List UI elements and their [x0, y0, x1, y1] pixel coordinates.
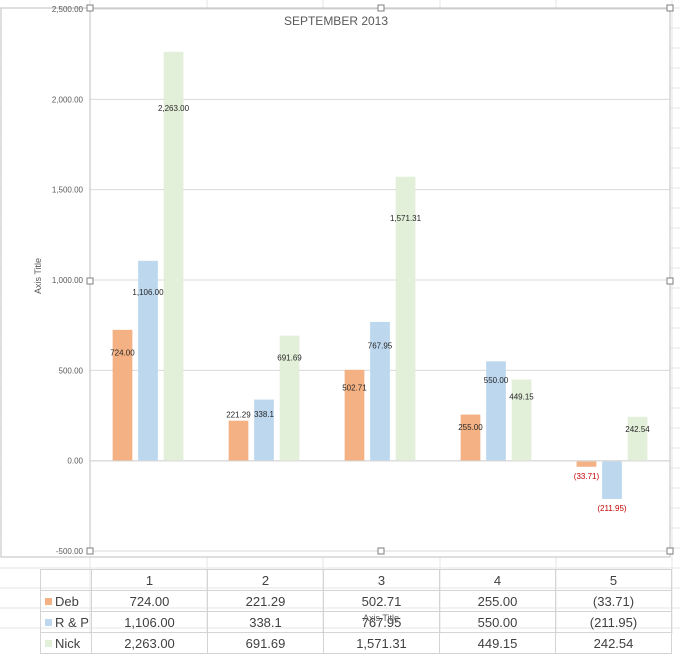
series-label-r-and-p: R & P	[40, 611, 92, 633]
table-cell: (33.71)	[555, 590, 672, 612]
chart-data-table: 1 2 3 4 5 Deb 724.00 221.29 502.71 255.0…	[40, 569, 672, 654]
bar-r-p-5[interactable]	[602, 460, 622, 499]
bar-deb-5[interactable]	[576, 460, 597, 467]
bar-deb-4[interactable]	[460, 414, 481, 461]
data-label: 767.95	[368, 342, 393, 351]
y-tick-label: 0.00	[67, 457, 83, 466]
table-row-nick: Nick 2,263.00 691.69 1,571.31 449.15 242…	[40, 632, 672, 654]
table-cell: 767.95	[323, 611, 440, 633]
data-label: (33.71)	[574, 472, 600, 481]
data-label: 724.00	[110, 349, 135, 358]
bar-nick-3[interactable]	[395, 176, 416, 461]
table-cell: 1,571.31	[323, 632, 440, 654]
data-label: 1,571.31	[390, 214, 422, 223]
series-name: Nick	[55, 635, 81, 651]
bar-r-p-3[interactable]	[370, 321, 390, 461]
series-name: Deb	[55, 593, 79, 609]
data-label: 2,263.00	[158, 104, 190, 113]
category-label: 4	[439, 569, 556, 591]
legend-key-deb	[45, 597, 52, 605]
resize-handle[interactable]	[86, 4, 94, 12]
resize-handle[interactable]	[86, 277, 94, 285]
data-labels: 724.00 221.29 502.71 255.00 (33.71) 1,106.00 3…	[110, 104, 650, 513]
bar-nick-2[interactable]	[279, 335, 300, 461]
table-cell: 691.69	[207, 632, 324, 654]
data-label: (211.95)	[597, 504, 627, 513]
table-cell: 502.71	[323, 590, 440, 612]
table-cell: (211.95)	[555, 611, 672, 633]
category-label: 5	[555, 569, 672, 591]
bar-r-p-4[interactable]	[486, 361, 506, 461]
resize-handle[interactable]	[666, 277, 674, 285]
chart-title[interactable]: SEPTEMBER 2013	[284, 14, 388, 28]
table-cell: 255.00	[439, 590, 556, 612]
table-cell: 2,263.00	[91, 632, 208, 654]
data-label: 242.54	[625, 425, 650, 434]
table-cell: 550.00	[439, 611, 556, 633]
bar-nick-1[interactable]	[163, 51, 184, 461]
y-tick-label: 1,500.00	[52, 186, 84, 195]
data-label: 502.71	[342, 384, 367, 393]
data-label: 550.00	[484, 376, 509, 385]
y-tick-label: 1,000.00	[52, 276, 84, 285]
table-cell: 449.15	[439, 632, 556, 654]
data-label: 255.00	[458, 423, 483, 432]
resize-handle[interactable]	[377, 547, 385, 555]
chart-area[interactable]	[0, 7, 671, 558]
table-cell: 1,106.00	[91, 611, 208, 633]
bars	[112, 51, 648, 499]
table-cell: 242.54	[555, 632, 672, 654]
data-label: 221.29	[226, 411, 251, 420]
bar-deb-3[interactable]	[344, 369, 365, 461]
legend-key-nick	[45, 639, 52, 647]
bar-nick-5[interactable]	[627, 416, 648, 461]
series-label-deb: Deb	[40, 590, 92, 612]
table-cell: 724.00	[91, 590, 208, 612]
bar-deb-1[interactable]	[112, 329, 133, 461]
y-tick-label: 2,000.00	[52, 95, 84, 104]
table-row-deb: Deb 724.00 221.29 502.71 255.00 (33.71)	[40, 590, 672, 612]
column-chart[interactable]: -500.00 0.00 500.00 1,000.00 1,500.00 2,000.0…	[0, 0, 680, 634]
data-label: 1,106.00	[132, 288, 164, 297]
y-axis-title[interactable]: Axis Title	[33, 258, 43, 294]
category-label: 2	[207, 569, 324, 591]
corner-cell	[40, 569, 92, 591]
resize-handle[interactable]	[86, 547, 94, 555]
category-header-row: 1 2 3 4 5	[40, 569, 672, 591]
bar-r-p-1[interactable]	[138, 260, 158, 461]
data-label: 691.69	[277, 354, 302, 363]
series-name: R & P	[55, 614, 89, 630]
bar-nick-4[interactable]	[511, 379, 532, 461]
bar-r-p-2[interactable]	[254, 399, 274, 461]
bar-deb-2[interactable]	[228, 420, 249, 461]
resize-handle[interactable]	[666, 4, 674, 12]
legend-key-r-and-p	[45, 618, 52, 626]
resize-handle[interactable]	[377, 4, 385, 12]
y-tick-label: 500.00	[59, 366, 84, 375]
table-cell: 338.1	[207, 611, 324, 633]
y-tick-label: 2,500.00	[52, 5, 84, 14]
y-axis-tick-labels: -500.00 0.00 500.00 1,000.00 1,500.00 2,000.0…	[52, 5, 84, 556]
category-label: 1	[91, 569, 208, 591]
table-cell: 221.29	[207, 590, 324, 612]
table-row-r-and-p: R & P 1,106.00 338.1 767.95 550.00 (211.…	[40, 611, 672, 633]
selection-handles[interactable]	[86, 4, 674, 555]
resize-handle[interactable]	[666, 547, 674, 555]
data-label: 338.1	[254, 410, 275, 419]
series-label-nick: Nick	[40, 632, 92, 654]
y-tick-label: -500.00	[56, 547, 84, 556]
category-label: 3	[323, 569, 440, 591]
data-label: 449.15	[509, 392, 534, 401]
